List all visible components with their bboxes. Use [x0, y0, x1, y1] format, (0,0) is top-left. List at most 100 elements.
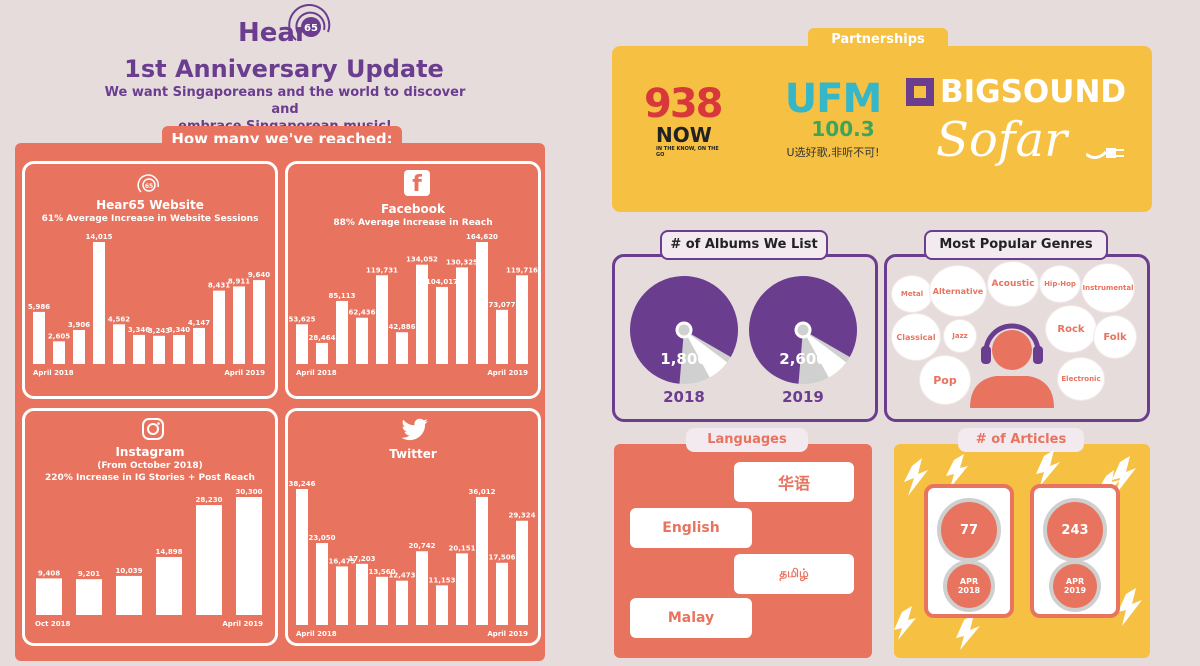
genre-metal: Metal: [892, 276, 932, 312]
bar-4: [376, 576, 388, 625]
bar-label-9: 36,012: [468, 488, 495, 496]
donut-highlight: [803, 330, 847, 378]
bar-1: [316, 543, 328, 625]
bar-3: [356, 317, 368, 364]
bar-11: [516, 520, 528, 625]
bar-6: [416, 551, 428, 625]
facebook-panel: f Facebook 88% Average Increase in Reach…: [285, 161, 541, 399]
facebook-icon: f: [404, 170, 430, 197]
logo-938now: 938 NOW IN THE KNOW, ON THE GO: [644, 84, 724, 174]
bar-1: [76, 579, 102, 615]
genre-jazz: Jazz: [944, 320, 976, 352]
language-malay: Malay: [630, 598, 752, 638]
bar-label-1: 28,464: [308, 334, 335, 342]
x-axis-start-label: April 2018: [33, 369, 74, 377]
genre-hip-hop: Hip-Hop: [1040, 266, 1080, 302]
bar-4: [113, 324, 125, 364]
instagram-subtitle-2: 220% Increase in IG Stories + Post Reach: [45, 473, 255, 483]
website-subtitle: 61% Average Increase in Website Sessions: [41, 214, 259, 224]
bar-label-0: 38,246: [288, 480, 315, 488]
bar-0: [36, 578, 62, 615]
instagram-chart: 9,408 9,201 10,039 14,898 28,230 30,300 Oct 20…: [35, 488, 263, 628]
albums-label: # of Albums We List: [660, 230, 828, 260]
bar-label-9: 8,431: [208, 282, 230, 290]
bar-label-7: 11,153: [428, 576, 455, 584]
albums-year-2018: 2018: [663, 388, 705, 406]
bar-10: [496, 562, 508, 625]
bar-label-11: 119,716: [506, 266, 538, 274]
header: Hear 65 1st Anniversary Update We want S…: [90, 0, 470, 134]
brand-badge-number: 65: [304, 23, 318, 34]
bigsound-square-icon: [906, 78, 934, 106]
bar-label-8: 130,325: [446, 258, 478, 266]
listener-headphones-icon: [970, 323, 1054, 408]
bar-10: [233, 286, 245, 364]
articles-count-2019: 243: [1043, 498, 1107, 562]
website-title: Hear65 Website: [96, 198, 204, 212]
instagram-icon: [142, 418, 164, 440]
genres-label: Most Popular Genres: [924, 230, 1108, 260]
bar-label-5: 30,300: [235, 488, 262, 496]
logo-ufm-text: UFM: [784, 76, 883, 122]
albums-donut-2018: [630, 276, 738, 384]
bar-label-1: 23,050: [308, 534, 335, 542]
bar-5: [396, 332, 408, 364]
articles-date-2018: APR 2018: [943, 560, 995, 612]
website-panel: 65 Hear65 Website 61% Average Increase i…: [22, 161, 278, 399]
genre-instrumental: Instrumental: [1082, 264, 1134, 312]
genre-rock: Rock: [1046, 306, 1096, 352]
bar-10: [496, 309, 508, 364]
bar-label-1: 9,201: [78, 570, 100, 578]
logo-938-number: 938: [644, 81, 724, 127]
instagram-panel: Instagram (From October 2018) 220% Incre…: [22, 408, 278, 646]
articles-month-2018: APR: [959, 577, 979, 586]
bar-label-10: 8,911: [228, 277, 250, 285]
bar-label-9: 164,620: [466, 233, 498, 241]
bar-label-11: 9,640: [248, 271, 270, 279]
bar-label-4: 13,560: [368, 568, 395, 576]
donut-highlight: [684, 330, 728, 378]
bar-9: [476, 242, 488, 364]
partnerships-label: Partnerships: [808, 28, 948, 52]
bar-label-10: 17,506: [488, 554, 515, 562]
genre-classical: Classical: [892, 314, 940, 360]
bar-3: [93, 242, 105, 364]
language-english: English: [630, 508, 752, 548]
partnerships-panel: [612, 46, 1152, 212]
facebook-subtitle: 88% Average Increase in Reach: [333, 218, 493, 228]
bar-7: [173, 334, 185, 364]
x-axis-start-label: Oct 2018: [35, 620, 70, 628]
bar-0: [296, 324, 308, 364]
articles-date-2019: APR 2019: [1049, 560, 1101, 612]
logo-sofar: Sofar: [936, 112, 1136, 192]
genre-pop: Pop: [920, 356, 970, 404]
x-axis-start-label: April 2018: [296, 369, 337, 377]
bar-label-3: 62,436: [348, 309, 375, 317]
bar-label-7: 104,017: [426, 278, 458, 286]
bar-6: [416, 264, 428, 364]
bar-8: [193, 327, 205, 364]
albums-value-2018: 1,800: [660, 350, 708, 368]
bar-2: [336, 300, 348, 364]
logo-now-tagline: IN THE KNOW, ON THE GO: [656, 146, 719, 158]
donut-center: [675, 321, 693, 339]
bar-3: [156, 556, 182, 615]
bar-label-5: 12,473: [388, 572, 415, 580]
bar-1: [53, 341, 65, 364]
bar-4: [196, 505, 222, 615]
bar-5: [133, 334, 145, 364]
bar-1: [316, 342, 328, 364]
logo-ufm: UFM 100.3 U选好歌,非听不可!: [778, 76, 888, 170]
facebook-title: Facebook: [381, 202, 445, 216]
bar-label-6: 134,052: [406, 256, 438, 264]
bar-label-11: 29,324: [508, 512, 535, 520]
albums-donut-2019: [749, 276, 857, 384]
articles-month-2019: APR: [1065, 577, 1085, 586]
bar-2: [336, 566, 348, 625]
page-title: 1st Anniversary Update: [124, 55, 444, 83]
bar-4: [376, 275, 388, 364]
logo-ufm-tagline: U选好歌,非听不可!: [786, 146, 880, 159]
logo-bigsound: BIGSOUND: [906, 74, 1146, 116]
articles-year-2018: 2018: [957, 586, 981, 595]
